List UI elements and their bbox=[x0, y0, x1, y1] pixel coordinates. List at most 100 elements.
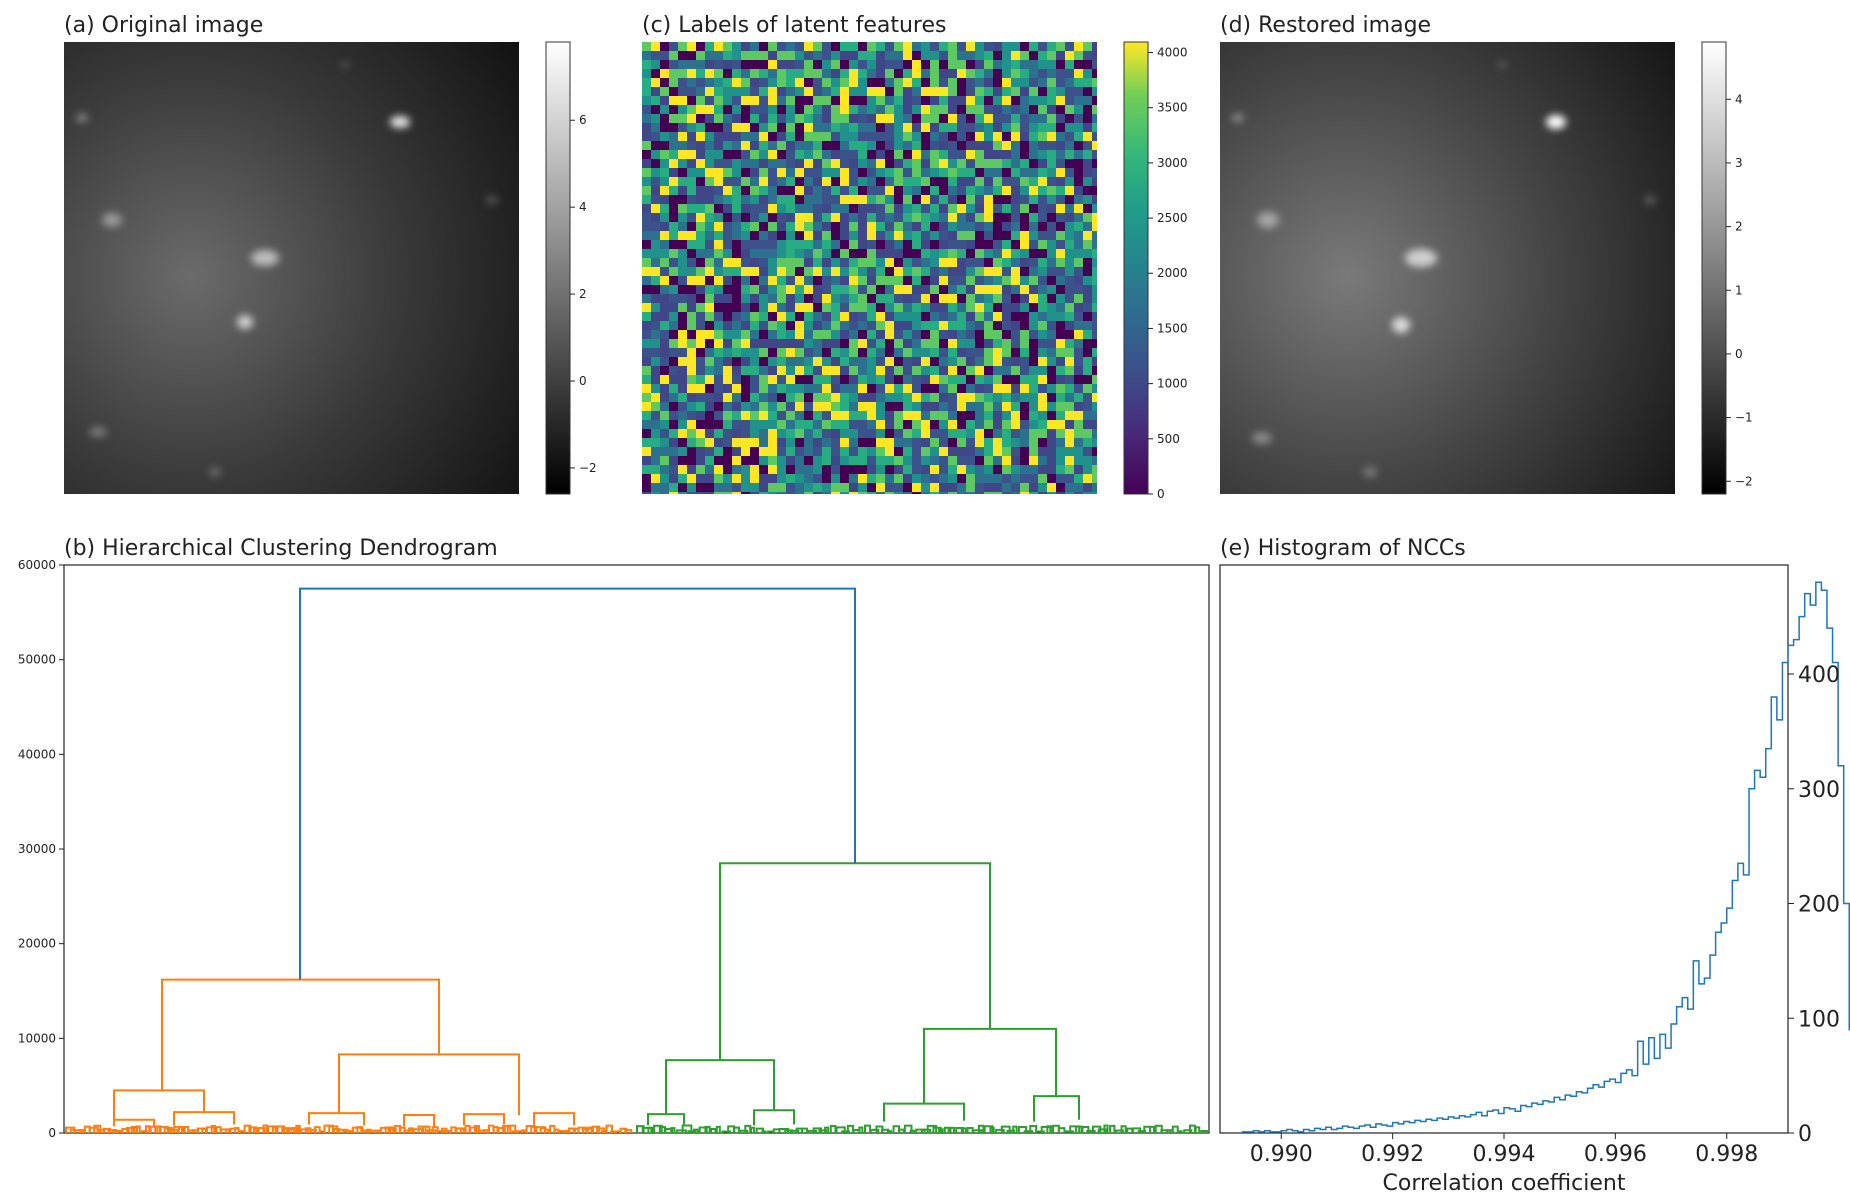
label-cell bbox=[714, 384, 724, 394]
colorbar-c-tick-label: 0 bbox=[1157, 487, 1165, 501]
label-cell bbox=[876, 348, 886, 358]
label-cell bbox=[642, 267, 652, 277]
label-cell bbox=[948, 384, 958, 394]
label-cell bbox=[696, 312, 706, 322]
label-cell bbox=[1002, 447, 1012, 457]
label-cell bbox=[1065, 276, 1075, 286]
label-cell bbox=[1065, 456, 1075, 466]
label-cell bbox=[885, 258, 895, 268]
label-cell bbox=[1029, 69, 1039, 79]
dendrogram-leaf-link bbox=[801, 1127, 809, 1133]
bright-spot bbox=[1232, 114, 1244, 122]
label-cell bbox=[1002, 159, 1012, 169]
label-cell bbox=[1002, 195, 1012, 205]
label-cell bbox=[1002, 393, 1012, 403]
label-cell bbox=[642, 240, 652, 250]
label-cell bbox=[1092, 123, 1097, 133]
label-cell bbox=[993, 438, 1003, 448]
label-cell bbox=[687, 393, 697, 403]
label-cell bbox=[651, 465, 661, 475]
label-cell bbox=[1020, 348, 1030, 358]
panel-c-title: (c) Labels of latent features bbox=[642, 13, 946, 38]
label-cell bbox=[1020, 312, 1030, 322]
label-cell bbox=[1092, 321, 1097, 331]
label-cell bbox=[705, 321, 715, 331]
label-cell bbox=[1047, 114, 1057, 124]
label-cell bbox=[795, 429, 805, 439]
label-cell bbox=[984, 240, 994, 250]
label-cell bbox=[867, 312, 877, 322]
label-cell bbox=[1002, 348, 1012, 358]
label-cell bbox=[1011, 303, 1021, 313]
label-cell bbox=[840, 321, 850, 331]
label-cell bbox=[687, 366, 697, 376]
label-cell bbox=[723, 465, 733, 475]
label-cell bbox=[1011, 339, 1021, 349]
label-cell bbox=[660, 177, 670, 187]
label-cell bbox=[1083, 474, 1093, 484]
label-cell bbox=[1047, 258, 1057, 268]
label-cell bbox=[669, 141, 679, 151]
label-cell bbox=[705, 60, 715, 70]
label-cell bbox=[966, 492, 976, 494]
label-cell bbox=[840, 132, 850, 142]
label-cell bbox=[1065, 285, 1075, 295]
label-cell bbox=[804, 114, 814, 124]
label-cell bbox=[912, 78, 922, 88]
label-cell bbox=[750, 51, 760, 61]
label-cell bbox=[795, 366, 805, 376]
label-cell bbox=[921, 195, 931, 205]
label-cell bbox=[1056, 168, 1066, 178]
label-cell bbox=[768, 159, 778, 169]
label-cell bbox=[723, 483, 733, 493]
label-cell bbox=[822, 420, 832, 430]
label-cell bbox=[813, 294, 823, 304]
label-cell bbox=[876, 105, 886, 115]
label-cell bbox=[750, 276, 760, 286]
label-cell bbox=[885, 132, 895, 142]
label-cell bbox=[714, 186, 724, 196]
label-cell bbox=[876, 150, 886, 160]
label-cell bbox=[1056, 465, 1066, 475]
label-cell bbox=[912, 483, 922, 493]
dendrogram-leaf-link bbox=[417, 1125, 427, 1133]
label-cell bbox=[732, 258, 742, 268]
label-cell bbox=[723, 339, 733, 349]
label-cell bbox=[966, 87, 976, 97]
label-cell bbox=[669, 483, 679, 493]
dendrogram-leaf-link bbox=[1080, 1125, 1090, 1133]
label-cell bbox=[813, 402, 823, 412]
label-cell bbox=[849, 276, 859, 286]
label-cell bbox=[804, 456, 814, 466]
label-cell bbox=[966, 402, 976, 412]
label-cell bbox=[993, 348, 1003, 358]
label-cell bbox=[1092, 60, 1097, 70]
label-cell bbox=[1092, 303, 1097, 313]
label-cell bbox=[1020, 276, 1030, 286]
dendrogram-leaf-link bbox=[262, 1124, 268, 1133]
label-cell bbox=[660, 168, 670, 178]
label-cell bbox=[651, 51, 661, 61]
label-cell bbox=[948, 330, 958, 340]
label-cell bbox=[957, 249, 967, 259]
label-cell bbox=[1038, 159, 1048, 169]
label-cell bbox=[966, 321, 976, 331]
label-cell bbox=[750, 114, 760, 124]
histogram-y-tick-label: 0 bbox=[1798, 1122, 1812, 1147]
label-cell bbox=[957, 141, 967, 151]
label-cell bbox=[975, 168, 985, 178]
label-cell bbox=[723, 186, 733, 196]
label-cell bbox=[768, 168, 778, 178]
label-cell bbox=[885, 483, 895, 493]
label-cell bbox=[723, 438, 733, 448]
dendrogram-leaf-link bbox=[989, 1126, 995, 1133]
label-cell bbox=[831, 222, 841, 232]
label-cell bbox=[678, 69, 688, 79]
label-cell bbox=[1011, 285, 1021, 295]
label-cell bbox=[651, 438, 661, 448]
label-cell bbox=[975, 249, 985, 259]
label-cell bbox=[849, 447, 859, 457]
label-cell bbox=[768, 258, 778, 268]
label-cell bbox=[696, 60, 706, 70]
label-cell bbox=[930, 60, 940, 70]
